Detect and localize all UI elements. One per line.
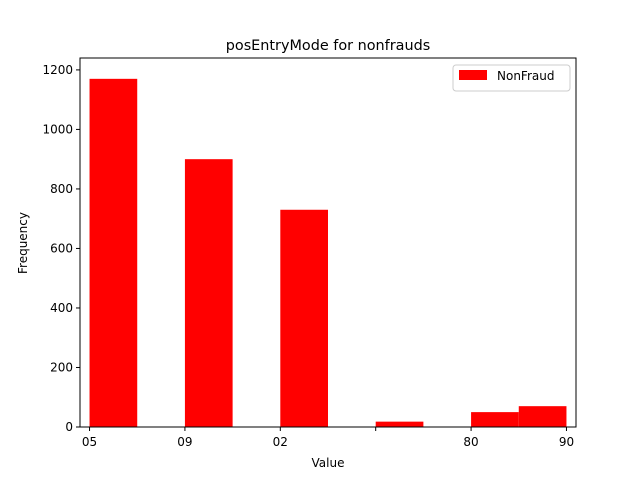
x-tick-label: 09 <box>177 435 192 449</box>
y-tick-label: 1000 <box>42 122 73 136</box>
x-tick-label: 80 <box>463 435 478 449</box>
chart-title: posEntryMode for nonfrauds <box>226 38 430 54</box>
legend-label: NonFraud <box>497 69 554 83</box>
bars-group <box>89 78 567 428</box>
y-tick-label: 400 <box>50 301 73 315</box>
y-axis-ticks: 0 200 400 600 800 1000 1200 <box>42 63 80 434</box>
x-tick-label: 05 <box>82 435 97 449</box>
y-axis-label: Frequency <box>16 212 30 274</box>
y-tick-label: 800 <box>50 182 73 196</box>
histogram-bar-5 <box>518 406 567 427</box>
histogram-bar-4 <box>471 412 519 427</box>
x-tick-label: 90 <box>559 435 574 449</box>
y-tick-label: 0 <box>65 420 73 434</box>
legend: NonFraud <box>452 64 571 92</box>
y-tick-label: 200 <box>50 360 73 374</box>
histogram-bar-3 <box>375 421 424 427</box>
histogram-bar-0 <box>89 78 138 428</box>
x-axis-label: Value <box>312 456 345 470</box>
histogram-bar-1 <box>184 159 233 427</box>
plot-frame <box>79 57 577 428</box>
x-axis-ticks: 05 09 02 80 90 <box>82 427 574 449</box>
histogram-bar-2 <box>280 209 328 427</box>
y-tick-label: 600 <box>50 241 73 255</box>
legend-swatch <box>459 70 487 80</box>
y-tick-label: 1200 <box>42 63 73 77</box>
x-tick-label: 02 <box>273 435 288 449</box>
